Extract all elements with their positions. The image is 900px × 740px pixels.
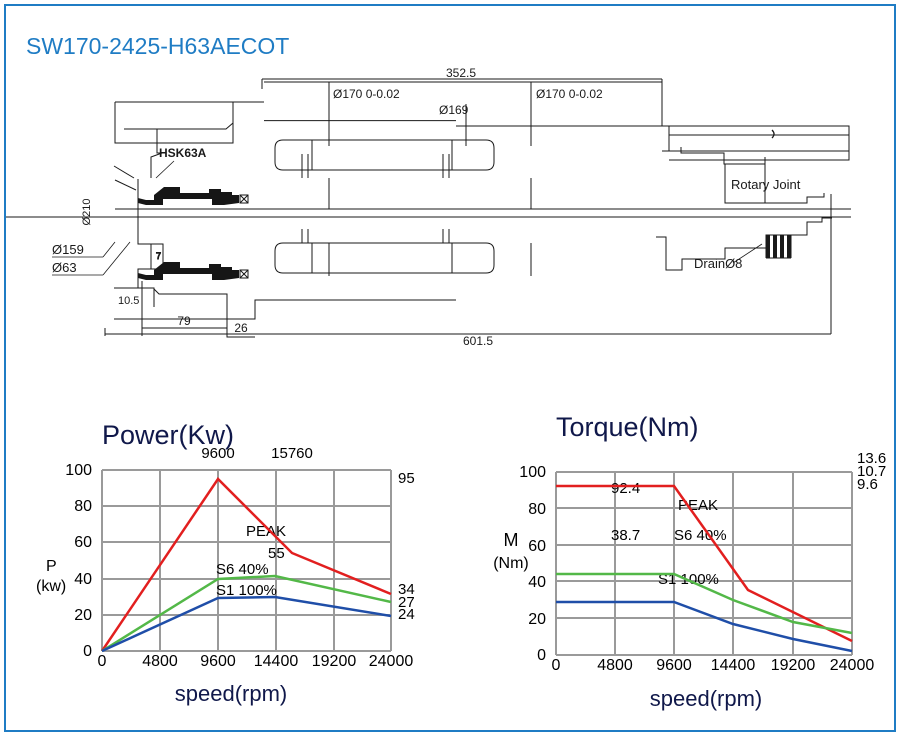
svg-text:100: 100 — [519, 464, 546, 481]
svg-text:100: 100 — [65, 462, 92, 479]
svg-text:9.6: 9.6 — [857, 476, 878, 493]
svg-text:Ø170 0-0.02: Ø170 0-0.02 — [333, 87, 400, 101]
svg-text:55: 55 — [268, 545, 285, 562]
svg-text:0: 0 — [83, 643, 92, 660]
svg-text:40: 40 — [74, 571, 92, 588]
svg-text:80: 80 — [74, 498, 92, 515]
svg-text:HSK63A: HSK63A — [159, 146, 207, 160]
svg-text:Ø170 0-0.02: Ø170 0-0.02 — [536, 87, 603, 101]
svg-text:S6 40%: S6 40% — [216, 561, 269, 578]
svg-text:19200: 19200 — [771, 657, 816, 674]
svg-text:Ø169: Ø169 — [439, 103, 469, 117]
svg-text:352.5: 352.5 — [446, 66, 476, 80]
svg-text:0: 0 — [98, 653, 107, 670]
svg-text:79: 79 — [177, 314, 191, 328]
svg-text:24000: 24000 — [830, 657, 875, 674]
svg-text:10.5: 10.5 — [118, 295, 139, 307]
svg-text:S6 40%: S6 40% — [674, 527, 727, 544]
svg-text:15760: 15760 — [271, 445, 313, 462]
svg-text:speed(rpm): speed(rpm) — [175, 681, 287, 706]
svg-text:Ø159: Ø159 — [52, 242, 84, 257]
svg-text:14400: 14400 — [254, 653, 299, 670]
svg-text:(kw): (kw) — [36, 578, 66, 595]
svg-text:601.5: 601.5 — [463, 334, 493, 348]
svg-text:80: 80 — [528, 501, 546, 518]
svg-text:Ø210: Ø210 — [81, 199, 93, 226]
svg-text:40: 40 — [528, 574, 546, 591]
svg-text:9600: 9600 — [656, 657, 692, 674]
svg-text:M: M — [504, 530, 519, 550]
svg-text:speed(rpm): speed(rpm) — [650, 686, 762, 711]
svg-text:92.4: 92.4 — [611, 480, 640, 497]
svg-text:P: P — [46, 558, 57, 575]
svg-text:9600: 9600 — [201, 445, 234, 462]
svg-text:60: 60 — [74, 534, 92, 551]
svg-text:9600: 9600 — [200, 653, 236, 670]
svg-text:Rotary Joint: Rotary Joint — [731, 177, 801, 192]
svg-text:20: 20 — [74, 607, 92, 624]
svg-text:95: 95 — [398, 470, 415, 487]
svg-text:7: 7 — [156, 251, 161, 261]
svg-text:26: 26 — [234, 321, 248, 335]
svg-text:4800: 4800 — [597, 657, 633, 674]
svg-text:4800: 4800 — [142, 653, 178, 670]
svg-text:0: 0 — [552, 657, 561, 674]
svg-text:14400: 14400 — [711, 657, 756, 674]
svg-text:(Nm): (Nm) — [493, 555, 529, 572]
svg-text:DrainØ8: DrainØ8 — [694, 256, 742, 271]
svg-text:38.7: 38.7 — [611, 527, 640, 544]
svg-text:60: 60 — [528, 538, 546, 555]
svg-text:19200: 19200 — [312, 653, 357, 670]
svg-text:24: 24 — [398, 606, 415, 623]
svg-text:20: 20 — [528, 611, 546, 628]
svg-text:0: 0 — [537, 647, 546, 664]
svg-text:Torque(Nm): Torque(Nm) — [556, 412, 699, 442]
svg-text:Ø63: Ø63 — [52, 260, 77, 275]
svg-text:24000: 24000 — [369, 653, 414, 670]
